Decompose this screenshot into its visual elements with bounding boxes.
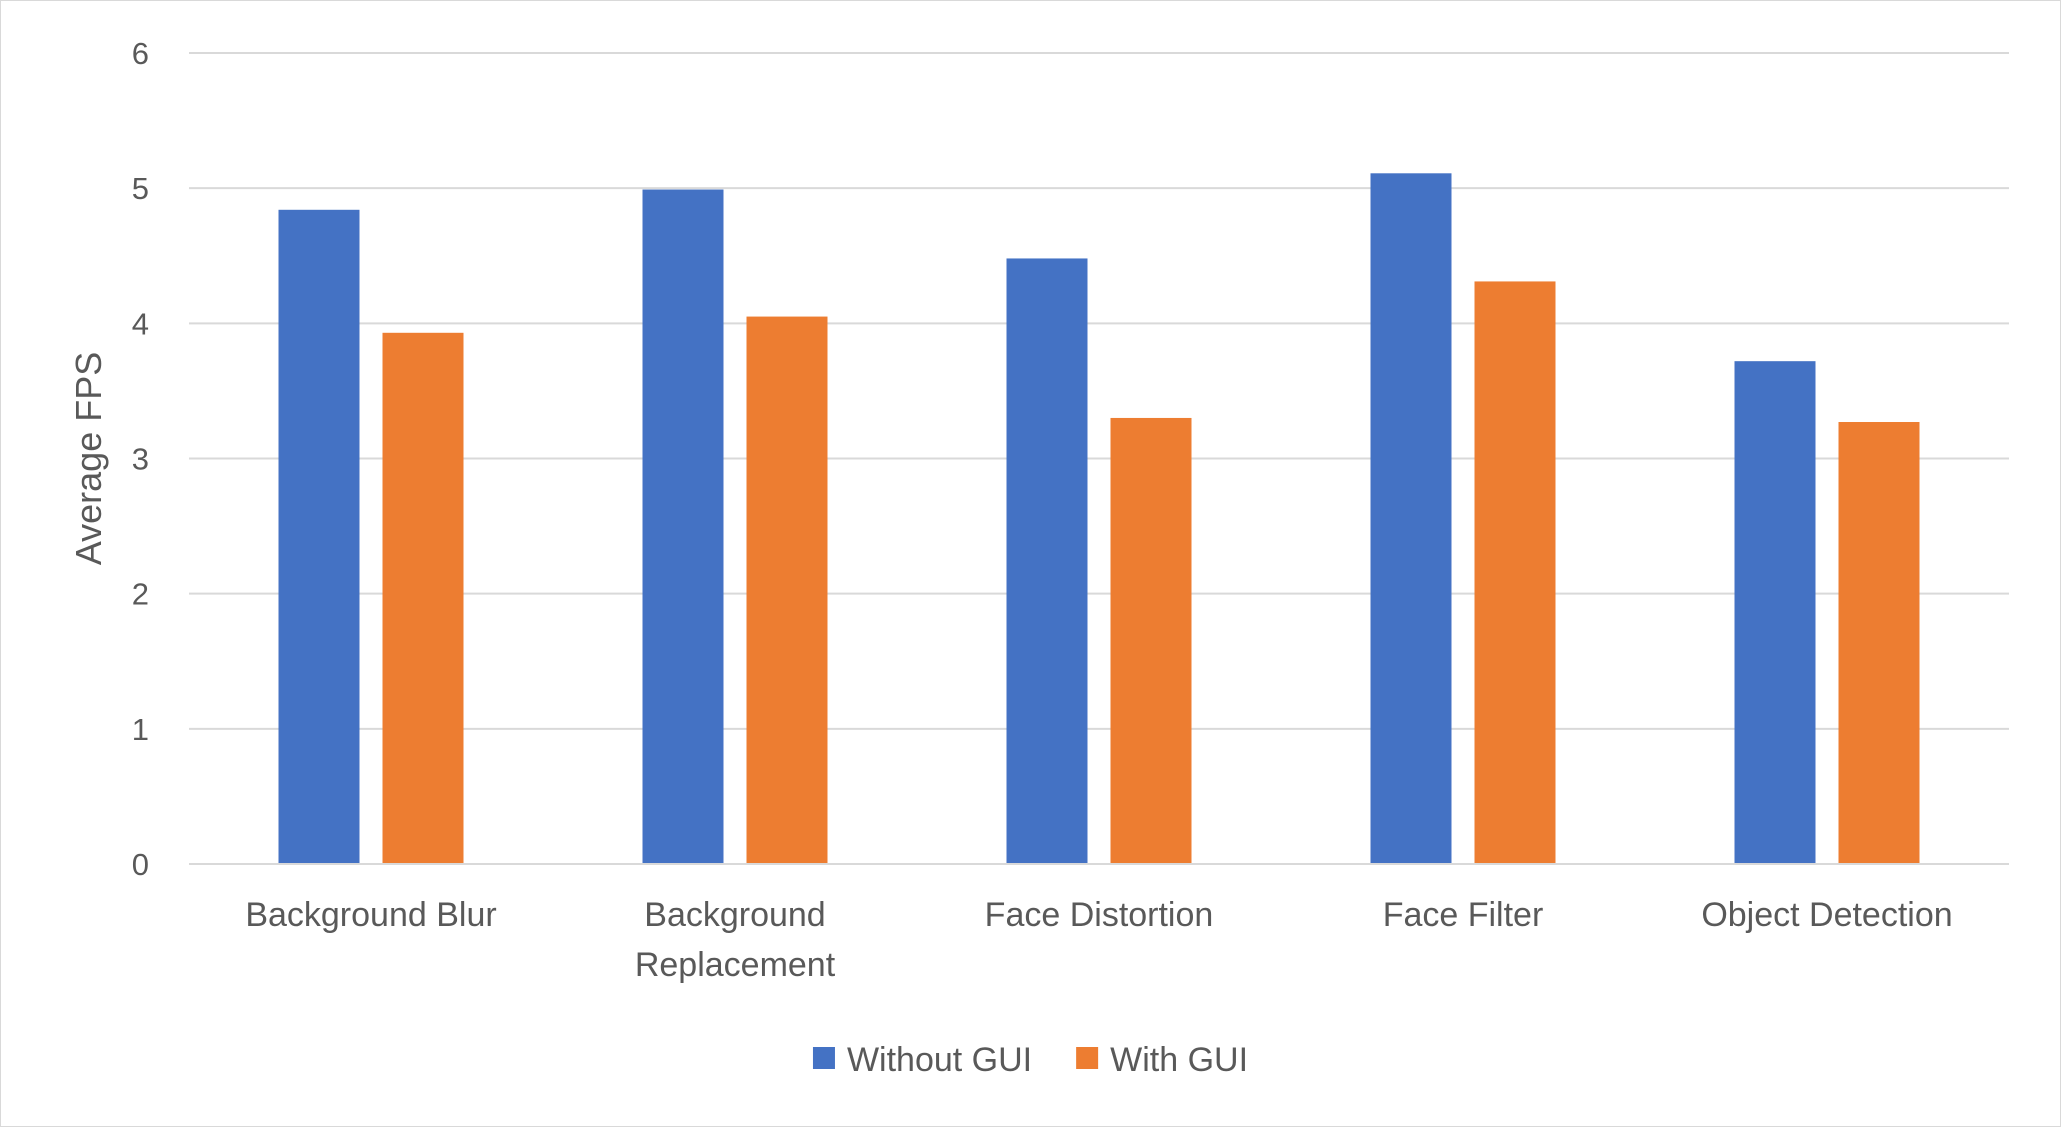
bar-with-gui: [1838, 422, 1920, 864]
bar-without-gui: [278, 209, 360, 864]
y-tick-label: 1: [132, 712, 149, 747]
bar-without-gui: [1006, 258, 1088, 864]
bars: [278, 173, 1920, 865]
bar-without-gui: [642, 189, 724, 865]
bar-with-gui: [1110, 417, 1192, 864]
legend-swatch: [1076, 1047, 1099, 1069]
x-axis-categories: Background Blur Background Replacement Face…: [245, 896, 1952, 984]
legend: Without GUI With GUI: [812, 1041, 1248, 1079]
y-tick-label: 6: [132, 36, 149, 71]
x-category-label: Background Replacement: [635, 896, 836, 984]
legend-label: Without GUI: [847, 1041, 1032, 1079]
bar-without-gui: [1370, 173, 1452, 864]
gridlines: [189, 52, 2009, 730]
legend-swatch: [812, 1047, 835, 1069]
bar-with-gui: [1474, 281, 1556, 865]
bar-without-gui: [1734, 361, 1816, 864]
y-tick-label: 0: [132, 847, 149, 882]
y-tick-label: 5: [132, 171, 149, 206]
y-tick-label: 3: [132, 442, 149, 477]
x-category-label: Face Distortion: [985, 896, 1214, 934]
legend-label: With GUI: [1110, 1041, 1248, 1079]
y-tick-label: 4: [132, 306, 149, 341]
y-tick-label: 2: [132, 577, 149, 612]
x-category-label: Background Blur: [245, 896, 496, 934]
bar-with-gui: [382, 332, 464, 864]
bar-with-gui: [746, 316, 828, 864]
x-category-label: Object Detection: [1701, 896, 1952, 934]
y-axis-title: Average FPS: [68, 352, 109, 565]
x-category-label: Face Filter: [1383, 896, 1544, 934]
y-axis-ticks: 0 1 2 3 4 5 6: [132, 36, 149, 882]
